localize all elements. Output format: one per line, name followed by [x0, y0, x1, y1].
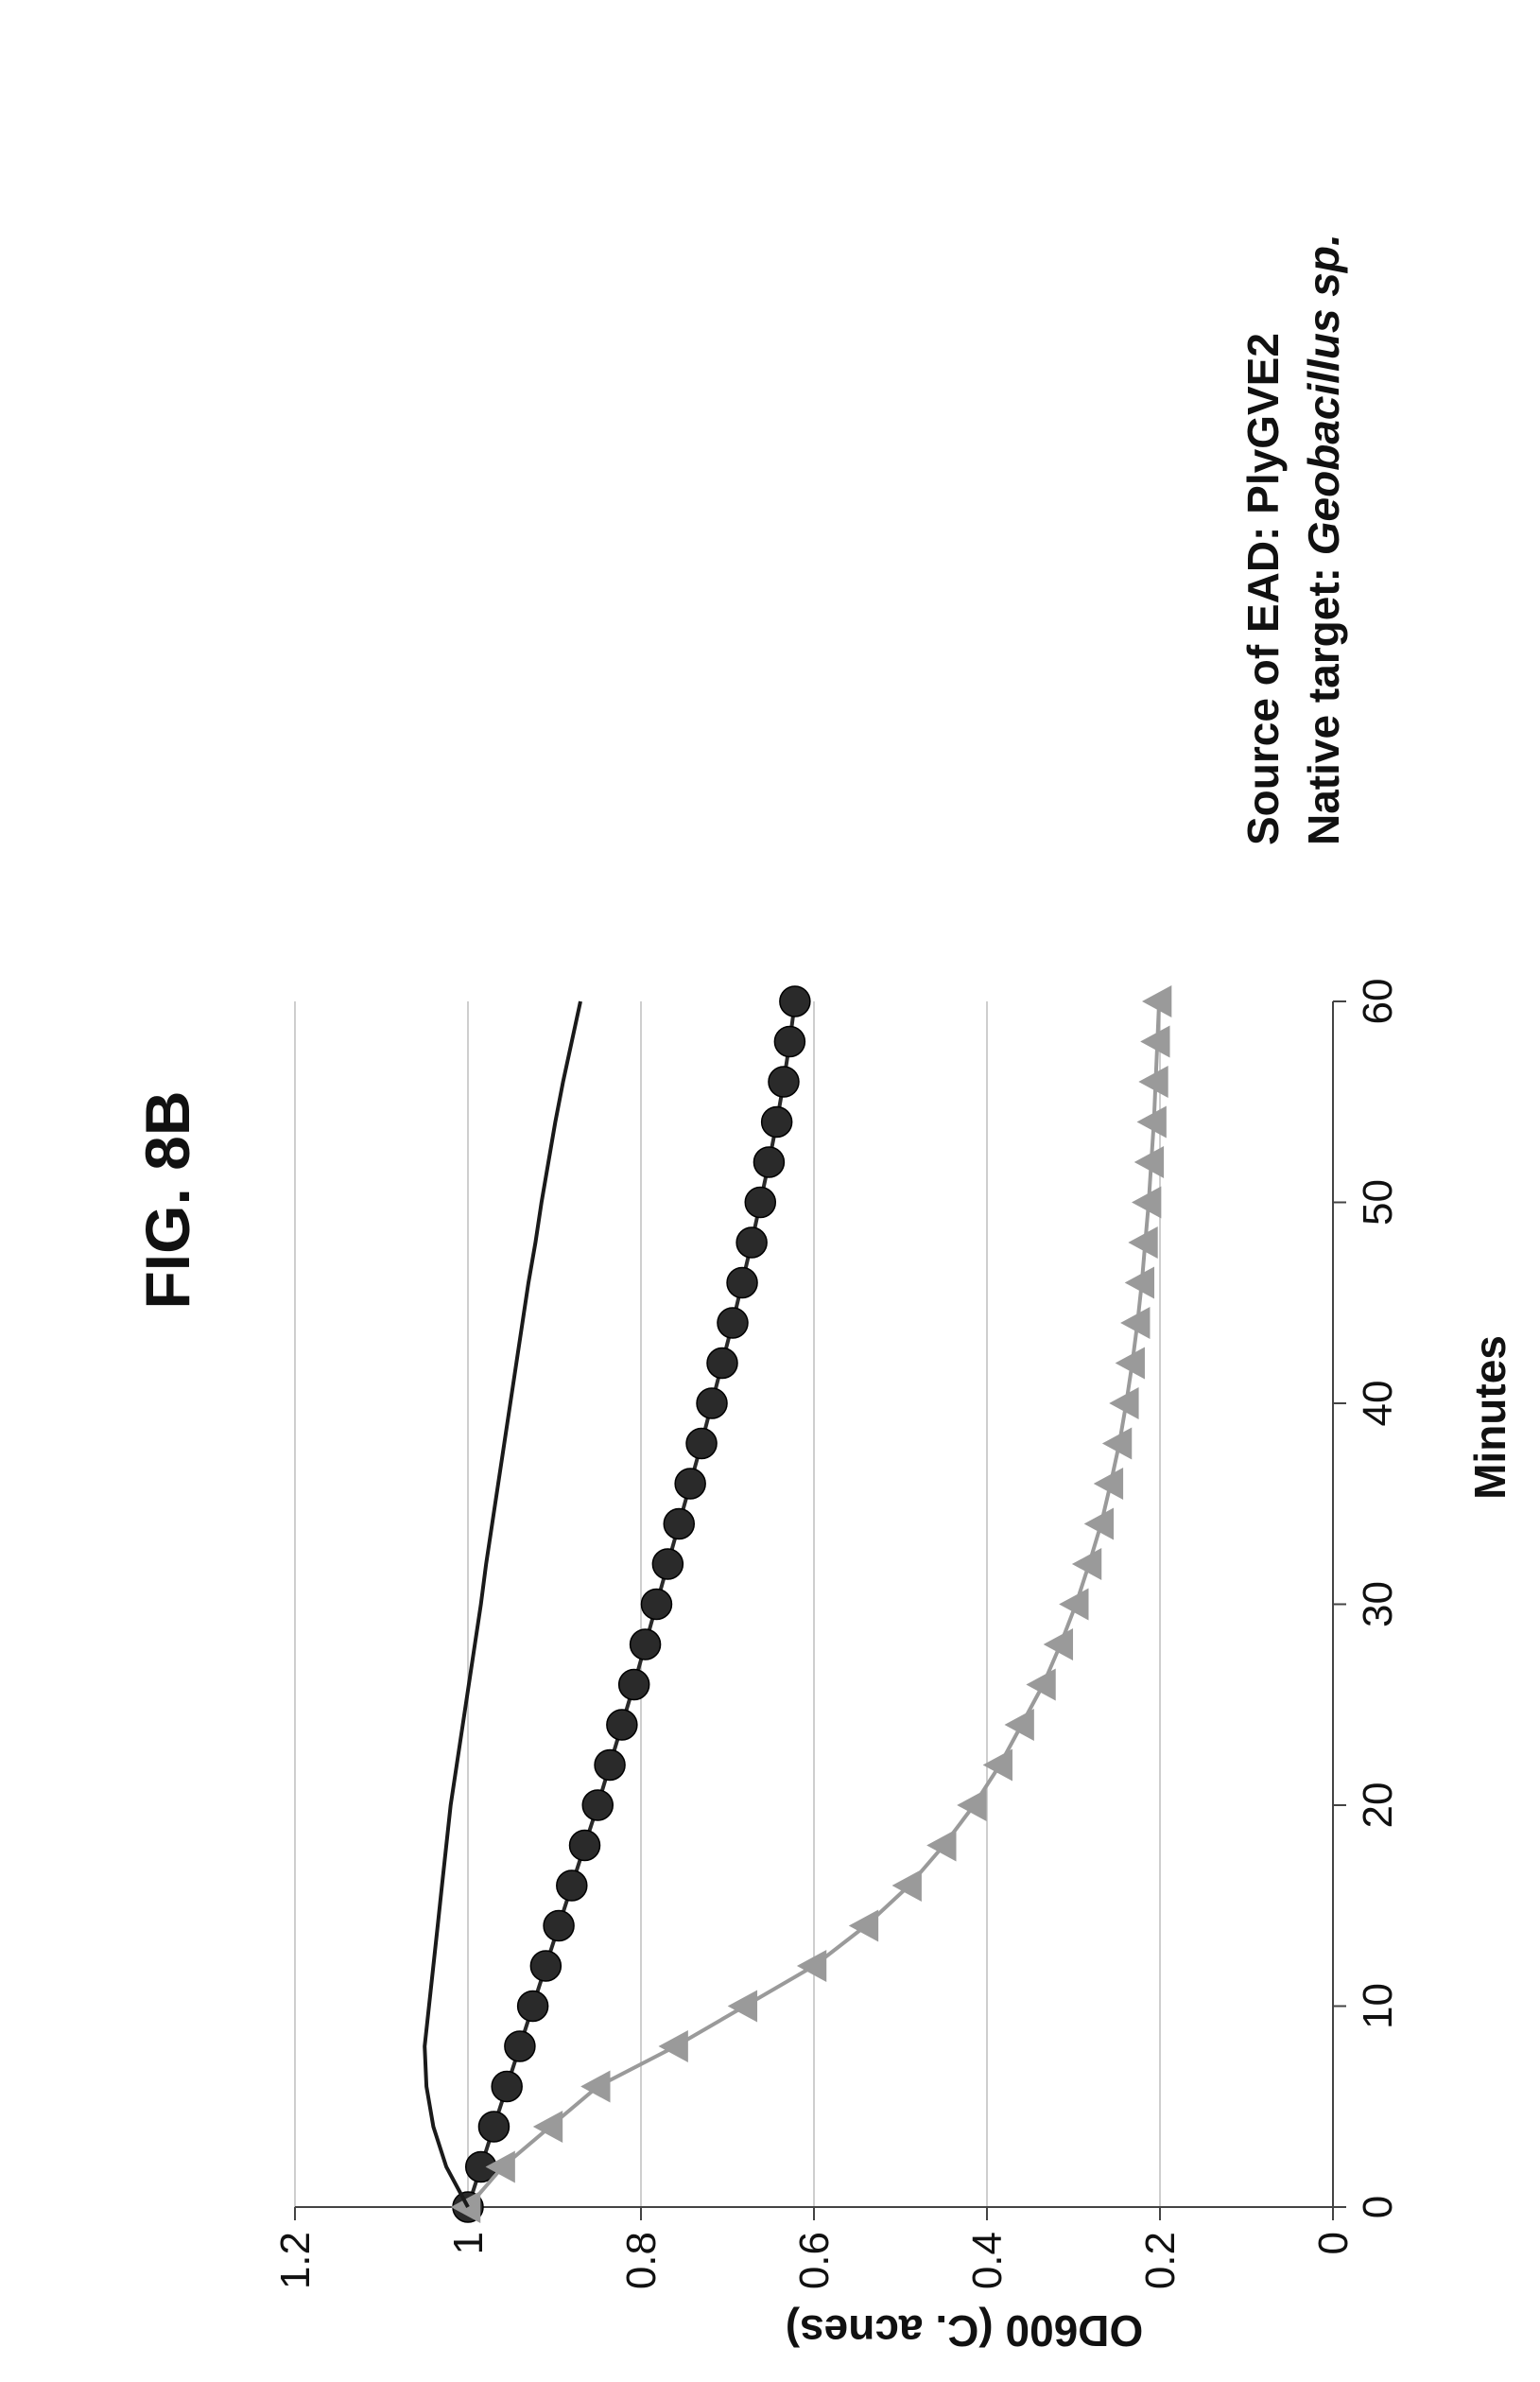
series-1-point [744, 1186, 777, 1219]
series-2-point [1136, 1105, 1167, 1139]
series-1-point [735, 1226, 768, 1259]
series-1-point [779, 985, 811, 1017]
series-2-point [1059, 1588, 1089, 1621]
series-1-point [753, 1146, 786, 1178]
series-1-point [663, 1507, 696, 1540]
y-axis-title: OD600 (C. acnes) [786, 2306, 1143, 2356]
series-2-point [926, 1829, 957, 1862]
series-1-point [726, 1266, 758, 1299]
series-2-point [1124, 1266, 1155, 1299]
series-1-point [617, 1668, 650, 1701]
y-tick-label: 1.2 [272, 2232, 319, 2289]
series-2-point [1083, 1507, 1115, 1540]
y-tick-label: 0 [1310, 2232, 1357, 2254]
series-1 [452, 985, 811, 2223]
series-1-point [773, 1025, 806, 1058]
series-3-line [423, 1000, 582, 2208]
x-tick-label: 10 [1355, 1983, 1401, 2029]
series-1-point [674, 1468, 706, 1500]
x-tick-label: 40 [1355, 1381, 1401, 1427]
series-2-point [957, 1789, 987, 1821]
series-1-line [466, 1000, 797, 2208]
y-tick-label: 0.8 [618, 2232, 665, 2289]
series-2-point [1093, 1468, 1124, 1500]
info-line-1: Source of EAD: PlyGVE2 [1238, 333, 1288, 845]
series-1-point [556, 1869, 588, 1902]
series-layer [423, 985, 1172, 2223]
series-2-point [796, 1950, 827, 1982]
series-2-point [1026, 1668, 1056, 1701]
series-2-point [1071, 1548, 1102, 1580]
series-2-point [1128, 1226, 1158, 1259]
series-2-point [1004, 1709, 1034, 1741]
series-1-point [516, 1990, 549, 2023]
series-1-point [543, 1909, 575, 1942]
series-2-point [1138, 1066, 1168, 1098]
series-1-point [529, 1950, 562, 1982]
series-1-point [581, 1789, 614, 1821]
series-1-point [696, 1387, 728, 1419]
y-tick-labels: 0 0.2 0.4 0.6 0.8 1 1.2 [272, 2207, 1357, 2289]
series-2-point [848, 1909, 879, 1942]
info-line-2: Native target: Geobacillus sp. [1299, 234, 1348, 845]
y-tick-label: 1 [445, 2232, 492, 2254]
series-3 [423, 1000, 582, 2208]
series-2-point [1101, 1427, 1133, 1460]
series-2-point [1132, 1186, 1162, 1219]
x-tick-label: 50 [1355, 1179, 1401, 1226]
x-tick-label: 20 [1355, 1782, 1401, 1829]
series-2-point [1140, 1025, 1170, 1058]
series-1-point [504, 2030, 536, 2062]
series-1-point [768, 1066, 800, 1098]
series-1-point [640, 1588, 673, 1621]
series-2-point [658, 2030, 688, 2062]
series-2-point [1043, 1628, 1074, 1660]
series-1-point [477, 2111, 510, 2143]
x-tick-label: 60 [1355, 979, 1401, 1025]
series-1-point [717, 1307, 749, 1339]
gridlines [294, 1001, 1161, 2207]
series-2-point [532, 2111, 563, 2143]
series-2-point [1109, 1387, 1139, 1419]
series-1-point [629, 1628, 662, 1660]
series-2-point [1115, 1347, 1145, 1380]
x-tick-label: 0 [1355, 2196, 1401, 2218]
series-2 [450, 985, 1172, 2223]
x-axis-title: Minutes [1465, 1335, 1514, 1500]
info-line-2-prefix: Native target: [1299, 555, 1348, 845]
y-tick-label: 0.4 [964, 2232, 1011, 2289]
series-2-point [580, 2070, 611, 2103]
y-tick-label: 0.2 [1137, 2232, 1184, 2289]
series-2-point [1142, 985, 1172, 1017]
series-1-point [760, 1105, 793, 1139]
series-1-point [491, 2070, 523, 2103]
series-1-point [594, 1748, 626, 1782]
series-1-point [685, 1427, 718, 1460]
series-1-point [651, 1548, 684, 1580]
series-1-point [706, 1347, 738, 1380]
series-1-point [568, 1829, 601, 1862]
x-tick-label: 30 [1355, 1581, 1401, 1627]
series-2-point [727, 1990, 758, 2023]
series-2-point [485, 2150, 515, 2183]
info-block: Source of EAD: PlyGVE2 Native target: Ge… [1238, 234, 1348, 845]
series-2-point [1133, 1146, 1165, 1178]
series-2-point [891, 1869, 922, 1902]
info-line-2-italic: Geobacillus sp. [1299, 234, 1348, 555]
plot-area: 0 10 20 30 40 50 60 0 0.2 0.4 0.6 0.8 1 1.2 [272, 979, 1401, 2290]
series-1-point [606, 1709, 638, 1741]
series-2-point [1120, 1307, 1151, 1339]
series-2-point [982, 1748, 1012, 1782]
x-tick-labels: 0 10 20 30 40 50 60 [1333, 979, 1401, 2218]
figure-title: FIG. 8B [132, 1090, 202, 1309]
y-tick-label: 0.6 [791, 2232, 838, 2289]
